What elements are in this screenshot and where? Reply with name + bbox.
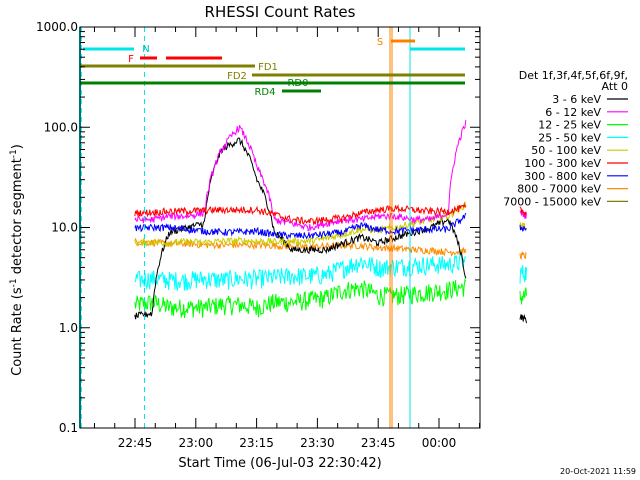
legend-entry-label: 300 - 800 keV	[524, 170, 601, 183]
series-line-5	[134, 202, 467, 226]
x-axis-label: Start Time (06-Jul-03 22:30:42)	[178, 456, 381, 471]
legend-entry-label: 50 - 100 keV	[531, 144, 601, 157]
y-axis-label-part: -1	[9, 278, 19, 287]
legend-header-line-1: Det 1f,3f,4f,5f,6f,9f,	[519, 69, 628, 82]
chart-title: RHESSI Count Rates	[205, 3, 356, 21]
legend-entry-label: 800 - 7000 keV	[517, 183, 601, 196]
legend-entry-label: 7000 - 15000 keV	[503, 195, 601, 208]
y-axis-label: Count Rate (s-1 detector segment-1)	[9, 144, 25, 376]
y-tick-label: 0.1	[59, 421, 78, 435]
series-line-3-b	[519, 265, 527, 284]
series-line-4	[134, 201, 467, 248]
x-tick-label: 23:30	[300, 436, 335, 450]
series-line-7-b	[519, 251, 527, 261]
annotation-label: RD4	[254, 87, 275, 98]
y-tick-label: 1.0	[59, 321, 78, 335]
y-axis-label-part: Count Rate (s	[10, 287, 25, 376]
y-axis-label-part: detector segment	[10, 158, 25, 278]
annotation-label: FD2	[227, 71, 247, 82]
y-tick-label: 1000.0	[36, 20, 78, 34]
annotation-label: RD0	[287, 78, 308, 89]
legend-entry-label: 6 - 12 keV	[545, 106, 601, 119]
y-axis-label-part: -1	[9, 149, 19, 158]
series-line-2-b	[519, 287, 527, 305]
legend-entry-label: 25 - 50 keV	[538, 131, 601, 144]
x-tick-label: 23:45	[361, 436, 396, 450]
series-line-6-b	[519, 224, 527, 232]
annotation-label: S	[377, 37, 383, 48]
series-line-2	[134, 277, 467, 319]
series-line-3	[134, 252, 467, 291]
y-tick-label: 10.0	[51, 221, 78, 235]
series-line-5-b	[519, 206, 527, 216]
series-line-6	[134, 212, 467, 240]
annotation-label: FD1	[258, 62, 278, 73]
y-tick-label: 100.0	[44, 120, 78, 134]
legend-header-line-2: Att 0	[602, 80, 628, 93]
legend-entry-label: 12 - 25 keV	[538, 119, 601, 132]
series-line-0	[134, 137, 467, 320]
annotation-label: N	[142, 44, 149, 55]
x-tick-label: 00:00	[422, 436, 457, 450]
x-tick-label: 23:15	[239, 436, 274, 450]
annotation-label: F	[128, 54, 134, 65]
x-tick-label: 23:00	[179, 436, 214, 450]
series-line-1	[134, 120, 467, 232]
series-line-0-b	[519, 314, 527, 324]
legend-entry-label: 3 - 6 keV	[552, 93, 601, 106]
y-axis-label-part: )	[10, 144, 25, 149]
x-tick-label: 22:45	[118, 436, 153, 450]
footer-date: 20-Oct-2021 11:59	[560, 467, 636, 476]
svg-text:Count Rate (s-1 detector segme: Count Rate (s-1 detector segment-1)	[9, 144, 25, 376]
legend-entry-label: 100 - 300 keV	[524, 157, 601, 170]
